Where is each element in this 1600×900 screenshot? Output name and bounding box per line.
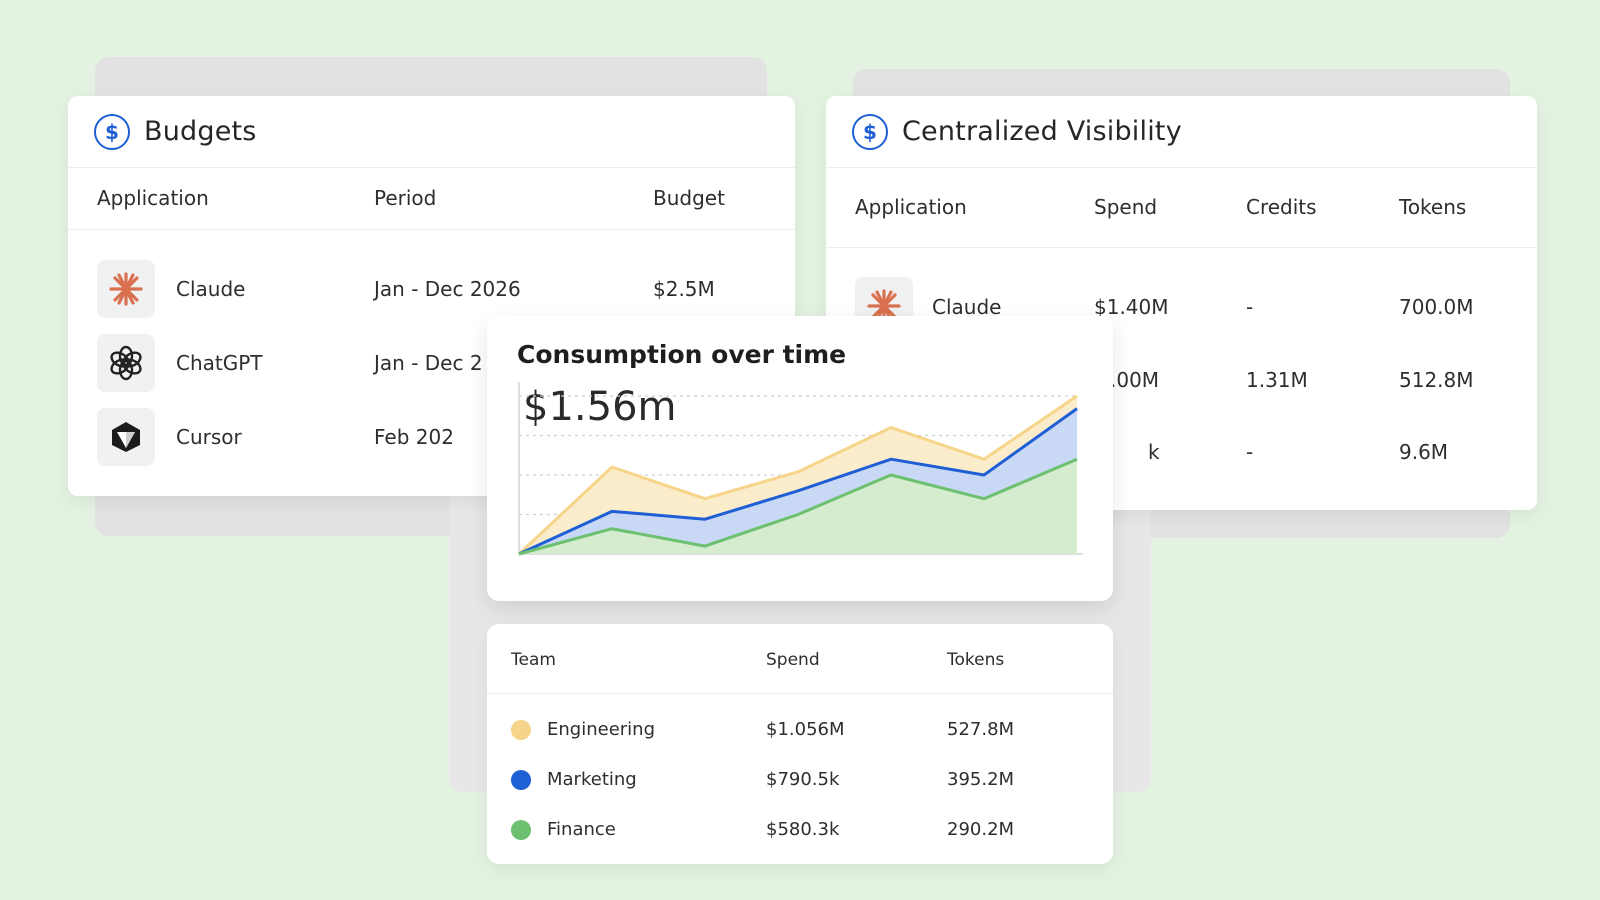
- team-name: Engineering: [547, 719, 655, 740]
- column-tokens: Tokens: [947, 650, 1005, 670]
- visibility-row[interactable]: k - 9.6M: [826, 419, 1537, 492]
- budget-app-name: Claude: [176, 277, 246, 301]
- claude-icon: [97, 260, 155, 318]
- budget-row-claude[interactable]: Claude Jan - Dec 2026 $2.5M: [68, 252, 795, 326]
- visibility-header: $ Centralized Visibility: [826, 96, 1537, 168]
- consumption-card: Consumption over time $1.56m: [487, 316, 1113, 601]
- column-application: Application: [855, 195, 967, 219]
- visibility-tokens: 700.0M: [1399, 295, 1474, 319]
- team-tokens: 527.8M: [947, 719, 1015, 740]
- team-row-engineering[interactable]: Engineering $1.056M 527.8M: [487, 705, 1113, 755]
- team-tokens: 290.2M: [947, 819, 1015, 840]
- team-row-finance[interactable]: Finance $580.3k 290.2M: [487, 805, 1113, 855]
- column-period: Period: [374, 186, 437, 210]
- chart-title: Consumption over time: [517, 340, 847, 369]
- column-application: Application: [97, 186, 209, 210]
- column-budget: Budget: [653, 186, 725, 210]
- team-name: Finance: [547, 819, 616, 840]
- chatgpt-icon: [97, 334, 155, 392]
- budget-row-cursor[interactable]: Cursor Feb 202: [68, 400, 795, 474]
- team-card: Team Spend Tokens Engineering $1.056M 52…: [487, 624, 1113, 864]
- cursor-icon: [97, 408, 155, 466]
- budget-period: Jan - Dec 2: [374, 351, 483, 375]
- finance-dot: [511, 820, 531, 840]
- visibility-row[interactable]: .00M 1.31M 512.8M: [826, 346, 1537, 419]
- area-finance: [519, 459, 1077, 554]
- column-team: Team: [511, 650, 556, 670]
- consumption-chart: [517, 382, 1083, 556]
- engineering-dot: [511, 720, 531, 740]
- budgets-header: $ Budgets: [68, 96, 795, 168]
- visibility-spend: .00M: [1110, 368, 1160, 392]
- series-line-engineering: [517, 394, 1078, 556]
- series-line-finance: [518, 457, 1078, 556]
- budget-app-name: ChatGPT: [176, 351, 263, 375]
- team-tokens: 395.2M: [947, 769, 1015, 790]
- marketing-dot: [511, 770, 531, 790]
- dollar-icon: $: [94, 113, 130, 150]
- visibility-credits: 1.31M: [1246, 368, 1308, 392]
- visibility-tokens: 512.8M: [1399, 368, 1474, 392]
- budgets-column-headers: Application Period Budget: [68, 168, 795, 230]
- team-spend: $580.3k: [766, 819, 840, 840]
- column-credits: Credits: [1246, 195, 1317, 219]
- visibility-column-headers: Application Spend Credits Tokens: [826, 168, 1537, 248]
- column-spend: Spend: [1094, 195, 1158, 219]
- visibility-credits: -: [1246, 440, 1254, 464]
- budget-period: Feb 202: [374, 425, 454, 449]
- team-row-marketing[interactable]: Marketing $790.5k 395.2M: [487, 755, 1113, 805]
- budget-period: Jan - Dec 2026: [374, 277, 521, 301]
- visibility-spend: k: [1148, 440, 1160, 464]
- visibility-credits: -: [1246, 295, 1254, 319]
- team-spend: $790.5k: [766, 769, 840, 790]
- dollar-icon: $: [852, 113, 888, 150]
- visibility-spend: $1.40M: [1094, 295, 1169, 319]
- series-line-marketing: [518, 407, 1078, 556]
- team-column-headers: Team Spend Tokens: [487, 624, 1113, 694]
- budget-app-name: Cursor: [176, 425, 242, 449]
- visibility-tokens: 9.6M: [1399, 440, 1449, 464]
- chart-total: $1.56m: [523, 384, 677, 430]
- column-spend: Spend: [766, 650, 820, 670]
- column-tokens: Tokens: [1399, 195, 1467, 219]
- team-spend: $1.056M: [766, 719, 845, 740]
- budget-amount: $2.5M: [653, 277, 715, 301]
- budget-row-chatgpt[interactable]: ChatGPT Jan - Dec 2: [68, 326, 795, 400]
- budgets-title: Budgets: [144, 116, 257, 147]
- team-name: Marketing: [547, 769, 637, 790]
- visibility-title: Centralized Visibility: [902, 116, 1182, 147]
- visibility-app-name: Claude: [932, 295, 1002, 319]
